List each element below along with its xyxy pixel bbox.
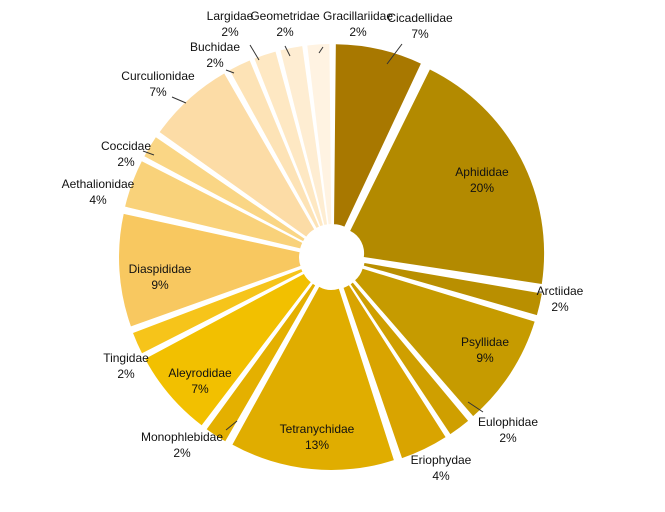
pie-slice-aphididae <box>350 69 545 284</box>
data-label-largidae: Largidae 2% <box>207 9 254 39</box>
pie-slice-eriophydae <box>343 285 446 459</box>
data-label-monophlebidae: Monophlebidae 2% <box>141 430 223 460</box>
pie-slice-tingidae <box>133 269 303 354</box>
data-label-tingidae: Tingidae 2% <box>103 351 149 381</box>
data-label-geometridae: Geometridae 2% <box>250 9 320 39</box>
data-label-gracillariidae: Gracillariidae 2% <box>323 9 393 39</box>
data-label-arctiidae: Arctiidae 2% <box>537 284 584 314</box>
data-label-curculionidae: Curculionidae 7% <box>121 69 195 99</box>
pie-slice-geometridae <box>280 46 328 225</box>
leader-line-largidae <box>249 44 260 61</box>
data-label-eriophydae: Eriophydae 4% <box>411 453 472 483</box>
data-label-coccidae: Coccidae 2% <box>101 139 151 169</box>
data-label-eulophidae: Eulophidae 2% <box>478 415 538 445</box>
leader-line-monophlebidae <box>225 420 238 431</box>
data-label-psyllidae: Psyllidae 9% <box>461 335 509 365</box>
labels-layer: Cicadellidae 7% Aphididae 20% Arctiidae 2% Psy… <box>62 9 584 483</box>
pie-slice-diaspididae <box>119 213 301 327</box>
data-label-aethalionidae: Aethalionidae 4% <box>62 177 135 207</box>
pie-slice-psyllidae <box>355 268 535 417</box>
pie-slice-coccidae <box>144 137 305 242</box>
leader-line-gracillariidae <box>318 46 324 54</box>
data-label-diaspididae: Diaspididae 9% <box>129 262 192 292</box>
pie-slice-aethalionidae <box>125 161 303 249</box>
pie-slice-cicadellidae <box>334 44 421 227</box>
data-label-tetranychidae: Tetranychidae 13% <box>280 422 355 452</box>
leader-line-buchidae <box>225 69 235 74</box>
leader-line-coccidae <box>142 150 155 156</box>
leader-line-eulophidae <box>467 401 484 413</box>
pie-slice-tetranychidae <box>232 286 394 470</box>
slices-layer <box>119 44 545 470</box>
leader-line-cicadellidae <box>386 43 403 65</box>
data-label-buchidae: Buchidae 2% <box>190 40 240 70</box>
data-label-aleyrodidae: Aleyrodidae 7% <box>168 366 232 396</box>
pie-slice-eulophidae <box>350 282 469 435</box>
pie-slice-largidae <box>254 51 323 227</box>
data-label-aphididae: Aphididae 20% <box>455 165 509 195</box>
pie-slice-buchidae <box>229 60 319 228</box>
pie-slice-gracillariidae <box>307 44 332 225</box>
leader-line-geometridae <box>284 45 291 57</box>
pie-slice-arctiidae <box>363 263 542 316</box>
pie-slice-monophlebidae <box>206 283 316 442</box>
leader-lines-layer <box>142 43 484 431</box>
data-label-cicadellidae: Cicadellidae 7% <box>387 11 453 41</box>
pie-slice-aleyrodidae <box>145 273 311 426</box>
pie-slice-curculionidae <box>159 73 315 237</box>
leader-line-curculionidae <box>171 96 187 104</box>
